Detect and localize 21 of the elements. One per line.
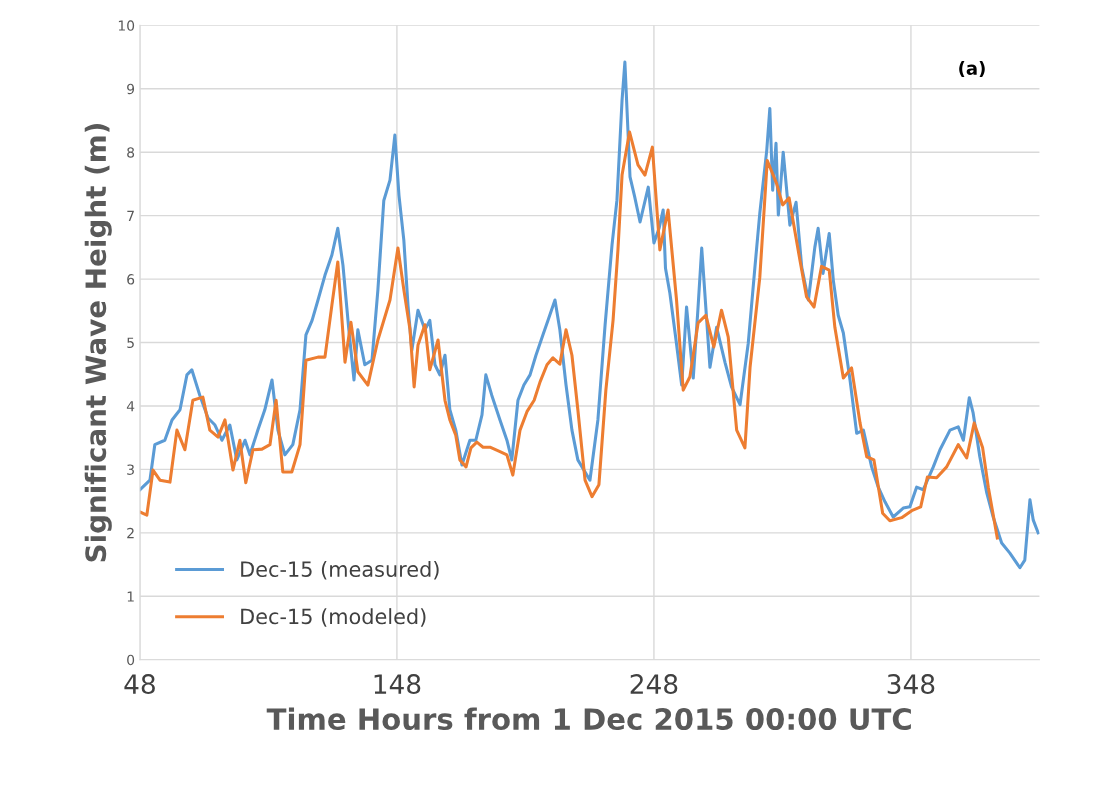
y-tick-label: 4 bbox=[126, 401, 135, 412]
y-tick-label: 5 bbox=[127, 337, 134, 349]
y-tick-label: 1 bbox=[127, 591, 134, 602]
y-tick-label: 0 bbox=[127, 654, 135, 666]
y-tick-label: 9 bbox=[127, 83, 135, 95]
y-tick-label: 3 bbox=[127, 464, 134, 475]
x-tick-label: 48 bbox=[124, 674, 155, 695]
x-axis-title: Time Hours from 1 Dec 2015 00:00 UTC bbox=[266, 707, 911, 731]
x-tick-label: 148 bbox=[374, 674, 421, 695]
y-axis-title: Significant Wave Height (m) bbox=[84, 124, 112, 562]
x-tick-label: 248 bbox=[630, 674, 678, 695]
y-tick-label: 10 bbox=[118, 20, 135, 31]
legend-label: Dec-15 (measured) bbox=[241, 560, 439, 580]
x-tick-label: 348 bbox=[887, 674, 935, 695]
y-tick-label: 7 bbox=[127, 210, 134, 221]
legend-label: Dec-15 (modeled) bbox=[241, 608, 426, 627]
annotation: (a) bbox=[959, 61, 985, 78]
y-tick-label: 6 bbox=[127, 274, 135, 285]
y-tick-label: 8 bbox=[127, 147, 135, 158]
line-series bbox=[139, 130, 999, 540]
y-tick-label: 2 bbox=[127, 527, 134, 539]
